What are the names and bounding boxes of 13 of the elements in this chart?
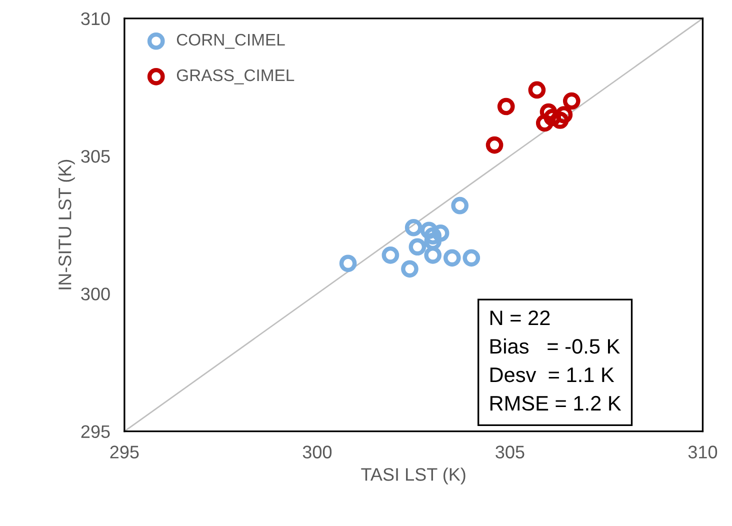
y-tick-label: 300	[81, 288, 110, 300]
y-tick-label: 310	[81, 12, 110, 26]
legend-label: CORN_CIMEL	[176, 34, 285, 49]
annotation: N = 22 Bias = -0.5 K Desv = 1.1 K RMSE = 1.2 K	[490, 310, 622, 411]
x-tick-label: 300	[302, 446, 332, 458]
x-axis-title: TASI LST (K)	[361, 468, 466, 484]
y-tick-label: 295	[81, 425, 110, 438]
x-tick-label: 295	[110, 446, 139, 458]
x-tick-label: 305	[496, 446, 524, 458]
y-axis-title: IN-SITU LST (K)	[58, 160, 75, 290]
y-tick-label: 305	[81, 150, 110, 163]
legend-label: GRASS_CIMEL	[176, 69, 294, 84]
x-tick-label: 310	[688, 446, 718, 458]
